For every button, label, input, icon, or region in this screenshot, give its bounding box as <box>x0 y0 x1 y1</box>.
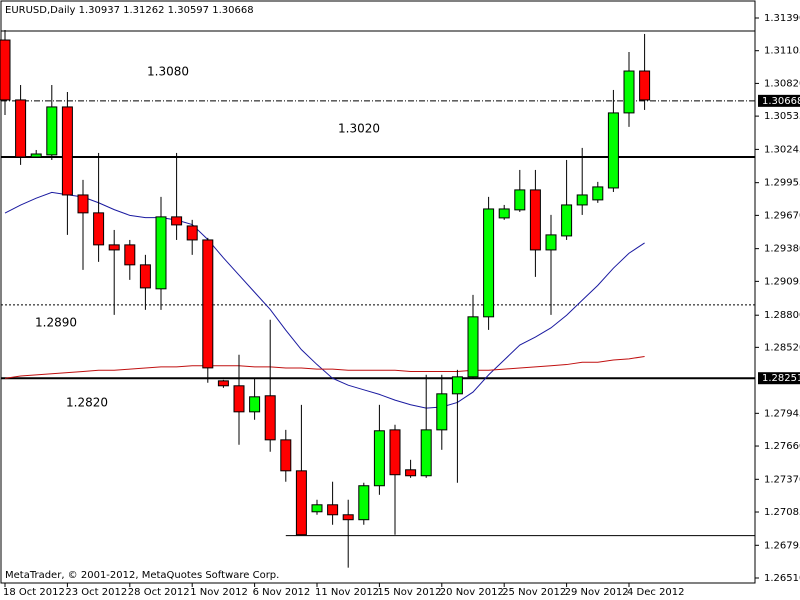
y-tick-label: 1.30535 <box>764 111 800 122</box>
moving-average <box>4 191 645 409</box>
y-tick-label: 1.31105 <box>764 46 800 57</box>
candle-body <box>186 225 198 241</box>
price-label-box <box>758 372 800 385</box>
y-tick-label: 1.26510 <box>764 573 800 584</box>
price-label: 1.30668 <box>762 96 800 107</box>
x-tick-label: 29 Nov 2012 <box>565 587 629 598</box>
candle-body <box>576 194 588 206</box>
candle-body <box>46 106 58 156</box>
y-tick-label: 1.28520 <box>764 342 800 353</box>
footer: MetaTrader, © 2001-2012, MetaQuotes Soft… <box>5 570 279 581</box>
candle-body <box>155 216 167 290</box>
candle-body <box>420 429 432 477</box>
candle-body <box>124 244 136 266</box>
candle-body <box>93 212 105 246</box>
x-tick-label: 25 Nov 2012 <box>502 587 566 598</box>
candle-body <box>514 189 526 211</box>
moving-average <box>4 356 645 379</box>
x-tick-label: 15 Nov 2012 <box>377 587 441 598</box>
annotation: 1.3080 <box>147 65 189 79</box>
candle-body <box>451 376 463 395</box>
candle-body <box>30 153 42 158</box>
y-tick-label: 1.27085 <box>764 507 800 518</box>
candle-body <box>592 186 604 201</box>
candle-body <box>545 234 557 251</box>
y-tick-label: 1.29955 <box>764 178 800 189</box>
candle-body <box>249 396 261 413</box>
y-tick-label: 1.27370 <box>764 474 800 485</box>
x-tick-label: 4 Dec 2012 <box>627 587 685 598</box>
annotation: 1.3020 <box>338 122 380 136</box>
y-tick-label: 1.29670 <box>764 210 800 221</box>
y-tick-label: 1.31390 <box>764 13 800 24</box>
candle-body <box>436 393 448 431</box>
x-tick-label: 20 Nov 2012 <box>440 587 504 598</box>
candle-body <box>77 194 89 214</box>
x-tick-label: 23 Oct 2012 <box>65 587 127 598</box>
candle-body <box>108 244 120 251</box>
chart-title: EURUSD,Daily 1.30937 1.31262 1.30597 1.3… <box>5 5 254 16</box>
candle-body <box>0 39 11 101</box>
candle-body <box>373 430 385 487</box>
y-tick-label: 1.26795 <box>764 540 800 551</box>
candle-body <box>623 70 635 114</box>
candle-body <box>389 429 401 476</box>
y-tick-label: 1.30820 <box>764 78 800 89</box>
candle-body <box>529 189 541 251</box>
candle-body <box>561 204 573 237</box>
y-tick-label: 1.28800 <box>764 310 800 321</box>
candle-body <box>467 316 479 378</box>
x-tick-label: 18 Oct 2012 <box>3 587 65 598</box>
candle-body <box>483 208 495 318</box>
candle-body <box>233 385 245 413</box>
candle-body <box>358 485 370 521</box>
y-tick-label: 1.27945 <box>764 408 800 419</box>
price-label-box <box>758 94 800 107</box>
candle-body <box>280 439 292 472</box>
candle-body <box>171 216 183 226</box>
candle-body <box>139 264 151 289</box>
candle-body <box>639 70 651 101</box>
y-tick-label: 1.27660 <box>764 441 800 452</box>
x-tick-label: 6 Nov 2012 <box>253 587 311 598</box>
candle-body <box>342 514 354 521</box>
y-tick-label: 1.29380 <box>764 244 800 255</box>
y-tick-label: 1.29095 <box>764 276 800 287</box>
plot-frame <box>0 0 756 584</box>
x-tick-label: 11 Nov 2012 <box>315 587 379 598</box>
price-label: 1.28251 <box>762 373 800 384</box>
annotation: 1.2890 <box>35 316 77 330</box>
candle-body <box>264 395 276 441</box>
candle-body <box>327 504 339 516</box>
candle-body <box>202 239 214 369</box>
x-tick-label: 28 Oct 2012 <box>128 587 190 598</box>
candle-body <box>405 469 417 477</box>
x-tick-label: 1 Nov 2012 <box>190 587 248 598</box>
candle-body <box>217 380 229 387</box>
annotation: 1.2820 <box>66 396 108 410</box>
candle-body <box>61 106 73 196</box>
candle-body <box>607 112 619 189</box>
candle-body <box>498 208 510 219</box>
candle-body <box>15 99 27 158</box>
candle-body <box>295 470 307 536</box>
y-tick-label: 1.30245 <box>764 144 800 155</box>
candle-body <box>311 504 323 513</box>
